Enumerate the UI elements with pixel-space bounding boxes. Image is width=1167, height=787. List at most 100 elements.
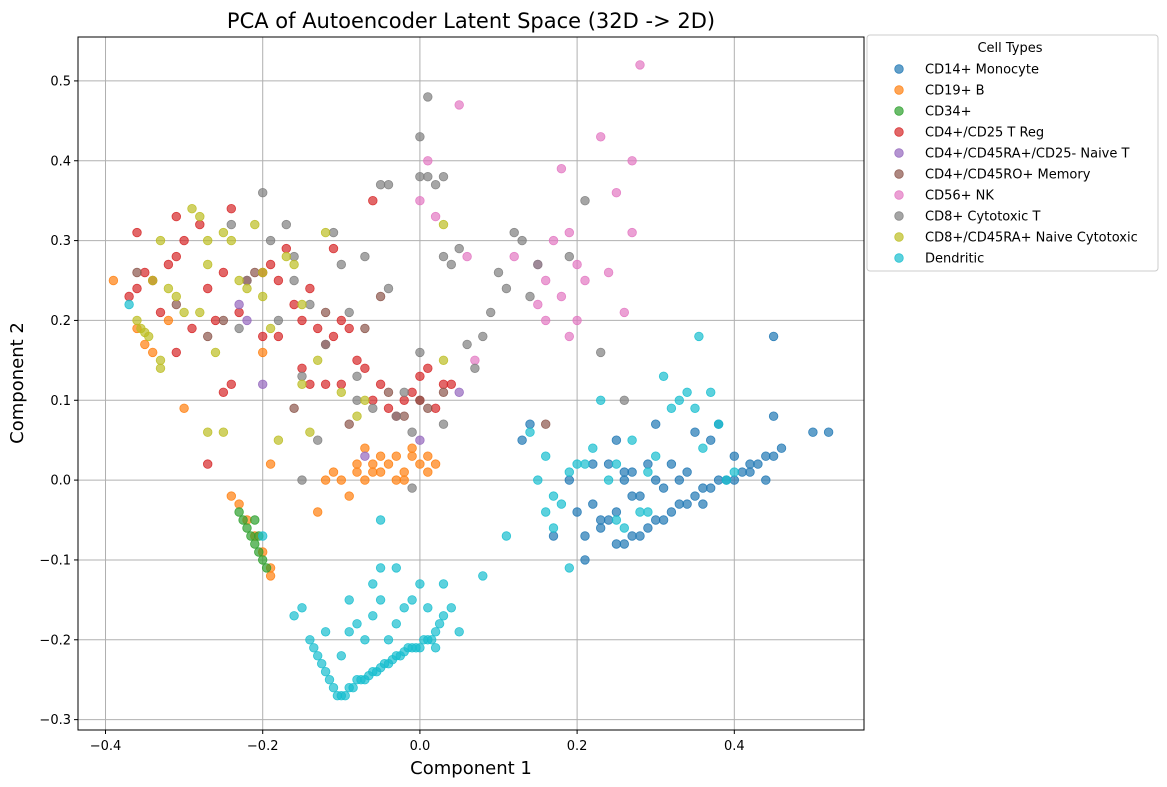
data-point — [352, 619, 362, 629]
data-point — [202, 459, 213, 469]
data-point — [430, 403, 441, 414]
data-point — [470, 355, 480, 366]
data-point — [210, 347, 221, 358]
data-point — [619, 395, 630, 406]
legend-label: CD34+ — [925, 105, 972, 120]
data-point — [265, 235, 276, 246]
data-point — [313, 435, 323, 445]
data-point — [768, 451, 779, 461]
data-point — [525, 291, 535, 302]
x-tick-label: 0.0 — [410, 739, 431, 754]
data-point — [140, 267, 150, 278]
data-point — [580, 459, 590, 469]
data-point — [289, 275, 299, 286]
data-point — [415, 395, 425, 406]
y-axis-ticks: −0.3 −0.2 −0.1 0.0 0.1 0.2 0.3 0.4 0.5 — [39, 74, 78, 728]
data-point — [635, 60, 645, 70]
data-point — [143, 331, 154, 342]
data-point — [155, 235, 166, 246]
y-tick-label: 0.3 — [50, 234, 71, 249]
data-point — [258, 555, 268, 565]
data-point — [745, 467, 755, 477]
series-5 — [234, 299, 464, 461]
y-tick-label: −0.1 — [39, 553, 71, 568]
data-point — [281, 243, 292, 254]
data-point — [415, 171, 425, 182]
data-point — [234, 307, 244, 318]
plot-border — [77, 36, 865, 731]
data-point — [493, 267, 504, 278]
data-point — [234, 275, 244, 286]
data-point — [273, 275, 284, 286]
data-point — [580, 531, 590, 541]
data-point — [580, 275, 590, 286]
data-point — [336, 259, 347, 270]
data-point — [698, 499, 708, 509]
data-point — [509, 227, 519, 238]
legend-label: CD4+/CD25 T Reg — [925, 126, 1044, 141]
data-point — [320, 475, 331, 485]
data-point — [533, 299, 543, 310]
data-point — [218, 427, 229, 437]
data-point — [234, 323, 244, 334]
data-point — [305, 283, 315, 294]
data-point — [658, 515, 669, 525]
data-point — [391, 411, 402, 421]
data-point — [258, 347, 268, 358]
data-point — [635, 491, 645, 501]
data-point — [368, 579, 378, 589]
data-point — [666, 507, 677, 517]
data-point — [305, 379, 315, 390]
legend-item: Dendritic — [894, 252, 984, 267]
data-point — [360, 443, 370, 453]
data-point — [352, 459, 362, 469]
data-point — [674, 499, 685, 509]
data-point — [548, 523, 559, 533]
data-point — [320, 667, 331, 677]
data-point — [438, 387, 449, 398]
data-point — [124, 291, 134, 302]
data-point — [556, 291, 567, 302]
data-point — [596, 523, 606, 533]
data-point — [580, 195, 590, 206]
data-point — [336, 387, 347, 398]
data-point — [328, 331, 339, 342]
data-point — [564, 227, 575, 238]
series-6 — [132, 267, 551, 429]
legend: Cell Types CD14+ Monocyte CD19+ B CD34+ CD4… — [866, 34, 1159, 272]
data-point — [202, 235, 213, 246]
legend-item: CD4+/CD45RO+ Memory — [894, 168, 1091, 183]
data-point — [391, 451, 402, 461]
data-point — [706, 483, 716, 493]
data-point — [682, 467, 692, 477]
data-point — [470, 363, 480, 374]
data-point — [328, 243, 339, 254]
data-point — [242, 275, 252, 286]
data-point — [430, 211, 441, 222]
data-point — [317, 659, 327, 669]
data-point — [246, 531, 256, 541]
data-point — [383, 635, 394, 645]
data-point — [320, 379, 331, 390]
data-point — [360, 251, 370, 262]
x-tick-label: −0.2 — [247, 739, 279, 754]
data-point — [328, 467, 339, 477]
x-tick-label: 0.4 — [724, 739, 745, 754]
data-point — [729, 467, 740, 477]
data-point — [454, 627, 464, 637]
data-point — [336, 379, 347, 390]
data-point — [729, 451, 740, 461]
data-point — [320, 307, 331, 318]
data-point — [564, 331, 575, 342]
data-point — [352, 371, 362, 382]
data-point — [265, 571, 276, 581]
data-point — [706, 387, 716, 398]
y-tick-label: −0.2 — [39, 633, 71, 648]
data-point — [250, 219, 260, 230]
data-point — [415, 643, 425, 653]
data-point — [517, 435, 527, 445]
data-point — [289, 403, 299, 414]
data-point — [297, 603, 307, 613]
legend-title: Cell Types — [977, 41, 1042, 56]
